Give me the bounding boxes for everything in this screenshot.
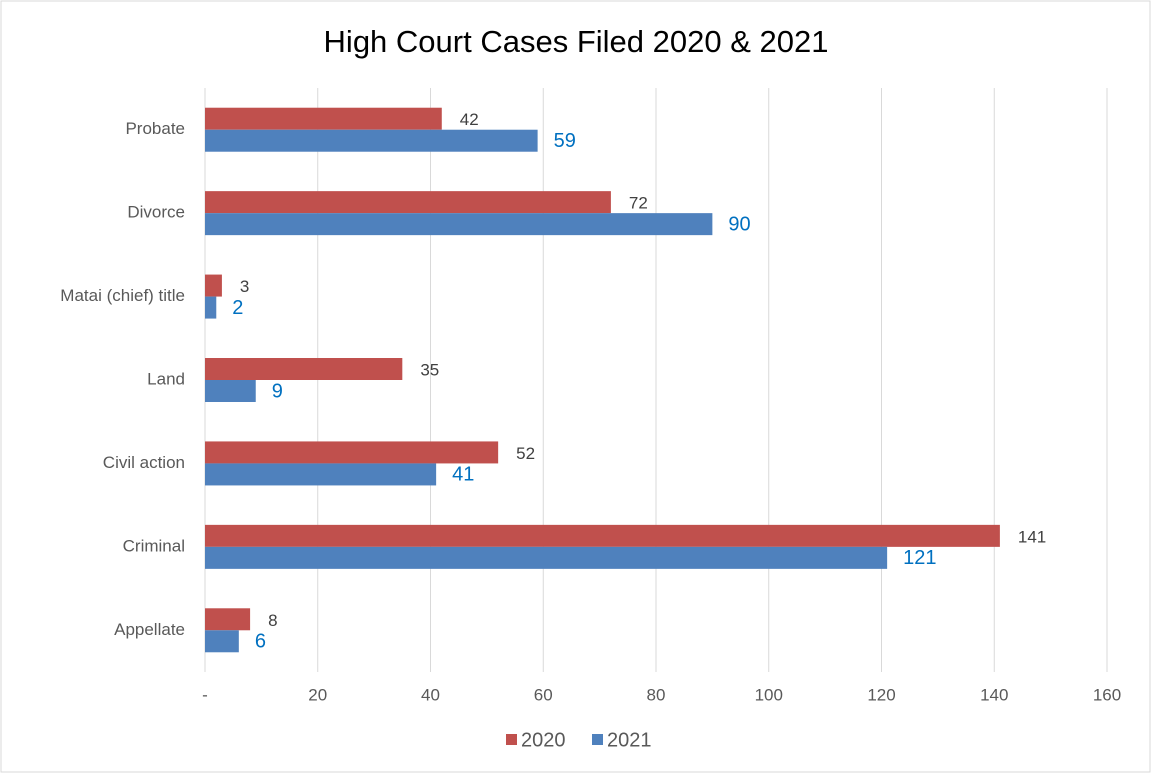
data-label: 35 — [420, 360, 439, 379]
y-tick-label: Probate — [125, 119, 185, 138]
data-label: 72 — [629, 194, 648, 213]
bar — [205, 630, 239, 653]
bar — [205, 107, 442, 130]
x-tick-label: 100 — [755, 685, 783, 704]
x-tick-label: 20 — [308, 685, 327, 704]
bar — [205, 608, 251, 631]
data-label: 59 — [554, 130, 576, 152]
data-label: 9 — [272, 380, 283, 402]
y-tick-label: Appellate — [114, 620, 185, 639]
y-tick-label: Criminal — [123, 536, 185, 555]
legend-swatch — [592, 734, 603, 745]
legend-label: 2021 — [607, 729, 652, 751]
bar — [205, 380, 256, 402]
bar — [205, 524, 1000, 547]
legend-swatch — [506, 734, 517, 745]
bar — [205, 358, 403, 380]
bar — [205, 546, 888, 569]
chart-title: High Court Cases Filed 2020 & 2021 — [324, 24, 829, 59]
y-tick-label: Civil action — [103, 453, 185, 472]
bar — [205, 129, 538, 152]
data-label: 6 — [255, 631, 266, 653]
x-tick-label: 40 — [421, 685, 440, 704]
x-tick-label: 160 — [1093, 685, 1121, 704]
data-label: 121 — [903, 547, 936, 569]
data-label: 141 — [1018, 527, 1046, 546]
data-label: 8 — [268, 611, 277, 630]
x-tick-label: 80 — [647, 685, 666, 704]
data-label: 3 — [240, 277, 249, 296]
data-label: 41 — [452, 464, 474, 486]
data-label: 52 — [516, 444, 535, 463]
bar — [205, 213, 713, 236]
bar — [205, 296, 217, 319]
data-label: 42 — [460, 110, 479, 129]
x-tick-label: 60 — [534, 685, 553, 704]
bar — [205, 441, 499, 464]
data-label: 2 — [232, 297, 243, 319]
y-tick-label: Divorce — [127, 203, 185, 222]
data-label: 90 — [728, 213, 750, 235]
bar — [205, 191, 611, 214]
legend-label: 2020 — [521, 729, 566, 751]
y-tick-label: Land — [147, 369, 185, 388]
bar — [205, 274, 222, 297]
x-tick-label: 140 — [980, 685, 1008, 704]
x-tick-label: 120 — [867, 685, 895, 704]
x-tick-label: - — [202, 685, 208, 704]
y-tick-label: Matai (chief) title — [60, 286, 185, 305]
bar — [205, 463, 437, 486]
